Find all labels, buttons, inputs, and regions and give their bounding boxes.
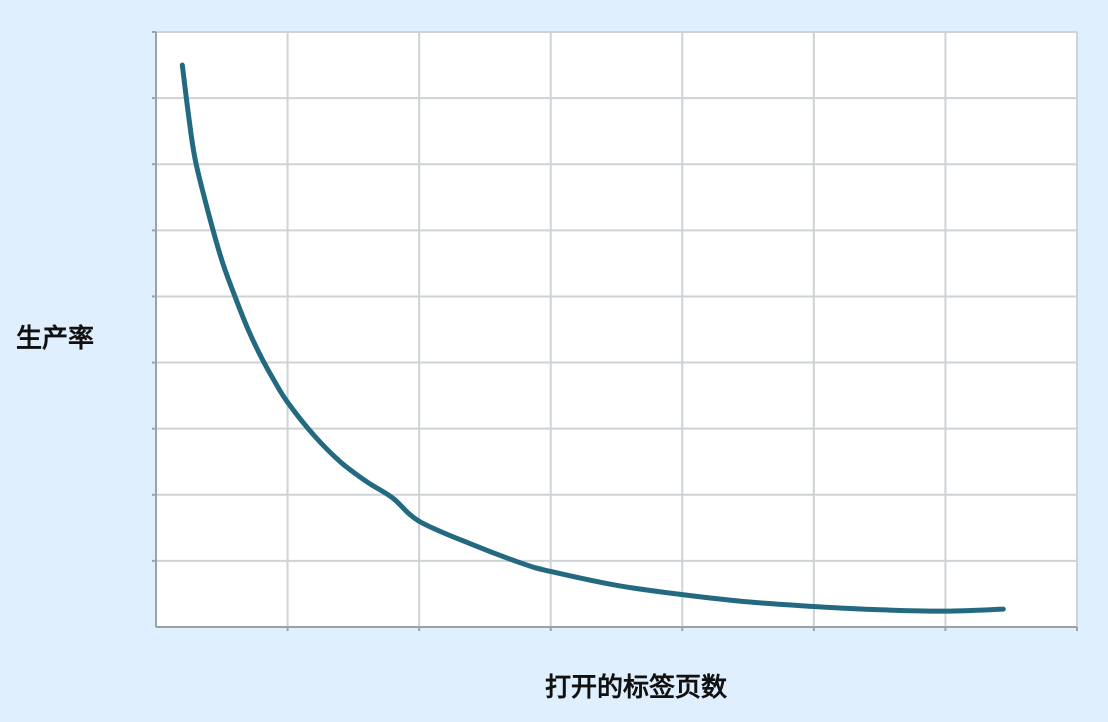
series-group (179, 62, 1006, 614)
x-axis-label: 打开的标签页数 (545, 673, 728, 703)
y-axis-label: 生产率 (16, 324, 95, 354)
plot-area (156, 32, 1077, 627)
axes (152, 31, 1078, 631)
grid (156, 31, 1078, 627)
series-line-1 (179, 62, 1006, 614)
